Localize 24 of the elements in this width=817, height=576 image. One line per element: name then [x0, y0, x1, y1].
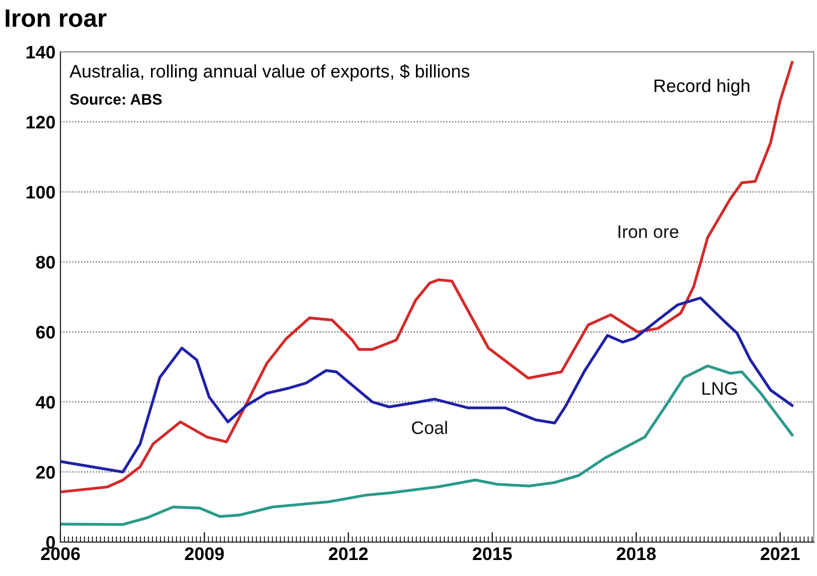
x-tick-label: 2018	[616, 547, 656, 560]
series-label: Coal	[412, 420, 447, 434]
y-tick-label: 40	[36, 396, 55, 409]
annotation: Record high	[654, 78, 750, 96]
y-tick-label: 140	[26, 46, 55, 59]
text: Australia, rolling annual value of exports, $ billions	[70, 64, 470, 82]
y-tick-label: 120	[26, 116, 55, 129]
x-tick-label: 2012	[328, 547, 368, 560]
line-series	[60, 364, 794, 526]
x-tick-label: 2021	[760, 547, 800, 560]
y-tick-label: 0	[46, 536, 55, 549]
y-tick-label: 60	[36, 326, 55, 339]
series-label: Iron ore	[618, 225, 678, 238]
series-label: LNG	[702, 382, 737, 395]
y-tick-label: 80	[36, 256, 55, 269]
x-tick-label: 2006	[41, 547, 80, 560]
chart-title: Iron roar	[6, 10, 107, 28]
line-series	[60, 60, 794, 494]
line-series	[60, 296, 794, 474]
y-tick-label: 20	[36, 466, 55, 479]
annotation: Source: ABS	[70, 94, 162, 105]
x-tick-label: 2015	[472, 547, 512, 560]
x-tick-label: 2009	[184, 547, 224, 560]
y-tick-label: 100	[26, 186, 55, 199]
